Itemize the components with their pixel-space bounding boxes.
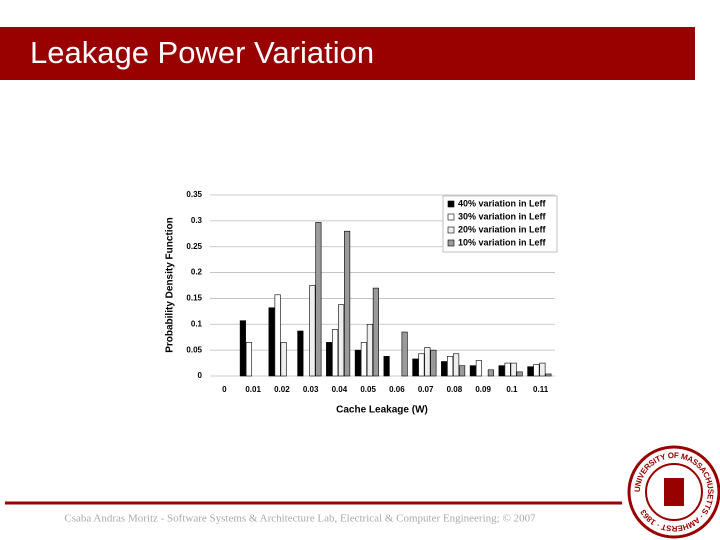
- footer-text: Csaba Andras Moritz - Software Systems &…: [64, 513, 536, 525]
- x-tick-label: 0.1: [506, 385, 518, 394]
- bar: [430, 349, 437, 377]
- bar: [533, 364, 540, 377]
- x-tick-label: 0.01: [245, 385, 261, 394]
- seal-inner: [645, 463, 703, 521]
- y-tick-label: 0.1: [191, 319, 203, 328]
- bar: [459, 365, 466, 377]
- y-tick-label: 0.35: [186, 190, 202, 199]
- bar: [527, 366, 534, 377]
- bar: [338, 304, 345, 377]
- bar: [360, 342, 367, 377]
- y-tick-label: 0.05: [186, 345, 202, 354]
- bar: [498, 365, 505, 377]
- bar: [424, 347, 431, 377]
- bar: [475, 360, 482, 377]
- legend-swatch: [447, 226, 455, 234]
- bar: [297, 330, 304, 377]
- bar: [354, 349, 361, 377]
- x-tick-label: 0.04: [332, 385, 348, 394]
- bar: [344, 230, 351, 377]
- x-tick-label: 0.09: [475, 385, 491, 394]
- bar: [268, 307, 275, 377]
- x-tick-label: 0: [222, 385, 227, 394]
- bar: [401, 331, 408, 377]
- bar: [239, 320, 246, 377]
- bar: [309, 285, 316, 377]
- bar: [274, 294, 281, 377]
- bar: [453, 353, 460, 377]
- legend-swatch: [447, 213, 455, 221]
- bar: [372, 287, 379, 377]
- x-tick-label: 0.08: [447, 385, 463, 394]
- bar: [245, 342, 252, 377]
- bar: [447, 356, 454, 377]
- bar: [504, 362, 511, 377]
- bar: [487, 369, 494, 377]
- x-axis-label: Cache Leakage (W): [336, 405, 428, 416]
- x-tick-label: 0.05: [360, 385, 376, 394]
- bar: [315, 222, 322, 377]
- seal-shield: [664, 478, 684, 506]
- bar: [332, 329, 339, 377]
- bar: [545, 373, 552, 377]
- y-tick-label: 0: [198, 371, 203, 380]
- legend-label: 10% variation in Leff: [458, 237, 547, 247]
- seal: UNIVERSITY OF MASSACHUSETTS · AMHERST · …: [627, 445, 720, 539]
- bar: [280, 342, 287, 377]
- bar: [510, 362, 517, 377]
- legend-label: 30% variation in Leff: [458, 211, 547, 221]
- bar: [441, 361, 448, 377]
- x-tick-label: 0.06: [389, 385, 405, 394]
- y-tick-label: 0.25: [186, 242, 202, 251]
- legend-label: 40% variation in Leff: [458, 198, 547, 208]
- legend-swatch: [447, 239, 455, 247]
- bar: [469, 365, 476, 377]
- bar: [366, 323, 373, 377]
- y-tick-label: 0.15: [186, 294, 202, 303]
- bar: [412, 358, 419, 377]
- legend-label: 20% variation in Leff: [458, 224, 547, 234]
- title-bar: [0, 27, 695, 80]
- legend-box: [442, 195, 558, 253]
- legend-swatch: [447, 200, 455, 208]
- y-tick-label: 0.3: [191, 216, 203, 225]
- bar: [516, 371, 523, 377]
- x-tick-label: 0.03: [303, 385, 319, 394]
- slide-title: Leakage Power Variation: [30, 35, 374, 70]
- x-tick-label: 0.11: [533, 385, 549, 394]
- x-tick-label: 0.07: [418, 385, 434, 394]
- bar: [539, 362, 546, 377]
- y-tick-label: 0.2: [191, 268, 203, 277]
- y-axis-label: Probability Density Function: [165, 217, 176, 353]
- bar: [326, 342, 333, 377]
- bar: [383, 356, 390, 377]
- x-tick-label: 0.02: [274, 385, 290, 394]
- bar: [418, 353, 425, 377]
